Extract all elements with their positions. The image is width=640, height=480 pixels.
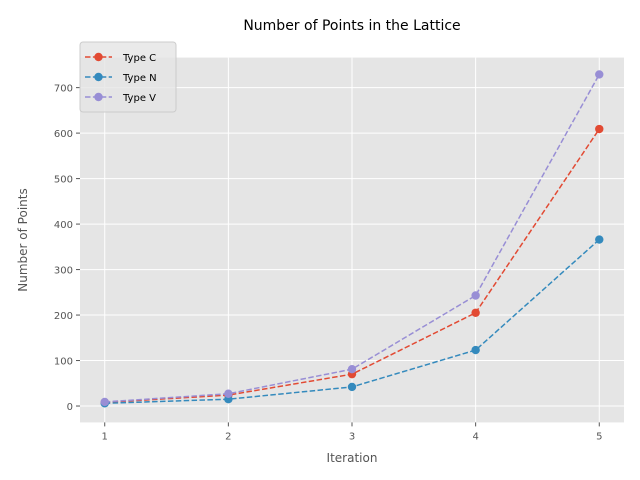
y-tick-label: 400: [54, 220, 73, 231]
legend-item-type-n: Type N: [85, 72, 157, 84]
data-point-type-v: [224, 389, 233, 398]
y-tick-label: 700: [54, 84, 73, 95]
x-axis-ticks: 1 2 3 4 5: [102, 422, 602, 442]
legend-label: Type V: [122, 93, 156, 104]
legend: Type C Type N Type V: [79, 41, 177, 113]
legend-box: [79, 41, 177, 113]
y-tick-label: 600: [54, 129, 73, 140]
y-axis-ticks: 0 100 200 300 400 500 600 700: [54, 84, 80, 413]
legend-label: Type N: [122, 73, 157, 84]
x-axis-label: Iteration: [327, 451, 378, 465]
data-point-type-n: [595, 235, 604, 244]
legend-marker: [94, 92, 103, 102]
chart-title: Number of Points in the Lattice: [243, 18, 460, 34]
series-group: [100, 70, 604, 408]
data-point-type-n: [347, 382, 357, 392]
y-tick-label: 200: [54, 311, 73, 322]
legend-marker: [94, 72, 103, 82]
data-point-type-c: [471, 308, 480, 317]
data-point-type-v: [595, 70, 604, 79]
x-tick-label: 1: [102, 431, 108, 442]
y-tick-label: 500: [54, 175, 73, 186]
legend-label: Type C: [122, 53, 156, 64]
data-point-type-v: [100, 397, 109, 407]
data-point-type-v: [471, 291, 480, 300]
legend-item-type-v: Type V: [85, 92, 156, 104]
y-tick-label: 300: [54, 266, 73, 277]
data-point-type-c: [595, 124, 604, 134]
data-point-type-v: [347, 364, 357, 374]
y-tick-label: 0: [67, 402, 73, 413]
y-tick-label: 100: [54, 357, 73, 368]
series-type-v: [100, 70, 604, 407]
x-tick-label: 4: [472, 431, 478, 442]
x-tick-label: 5: [596, 431, 602, 442]
x-tick-label: 2: [225, 431, 231, 442]
legend-item-type-c: Type C: [85, 52, 156, 64]
x-tick-label: 3: [349, 431, 355, 442]
legend-marker: [94, 52, 103, 62]
y-axis-label: Number of Points: [16, 188, 30, 291]
data-point-type-n: [471, 345, 480, 355]
